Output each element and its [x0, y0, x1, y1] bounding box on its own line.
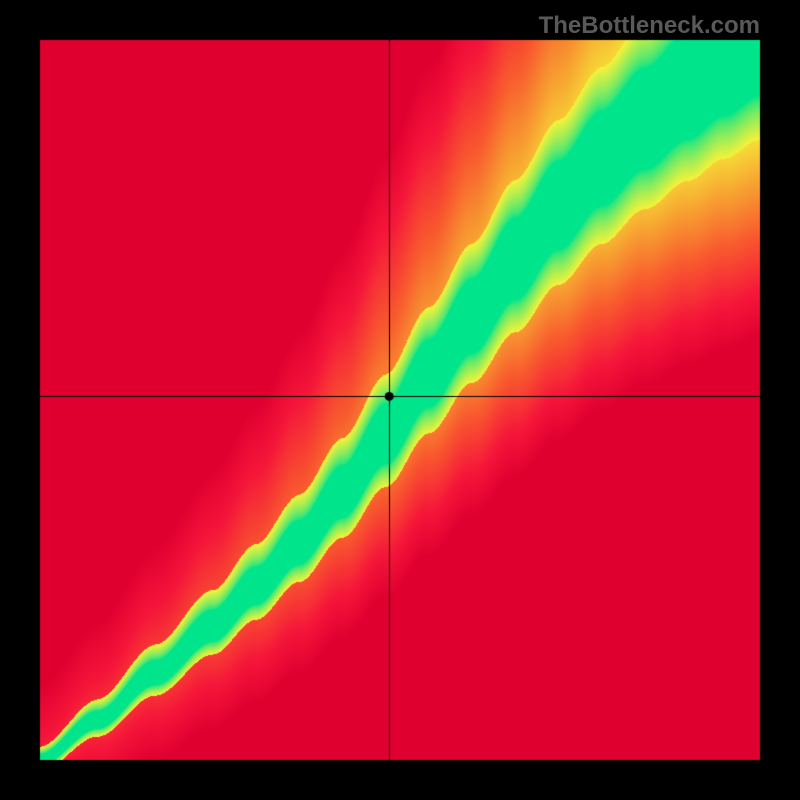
- watermark-text: TheBottleneck.com: [539, 12, 760, 40]
- heatmap-canvas: [0, 0, 800, 800]
